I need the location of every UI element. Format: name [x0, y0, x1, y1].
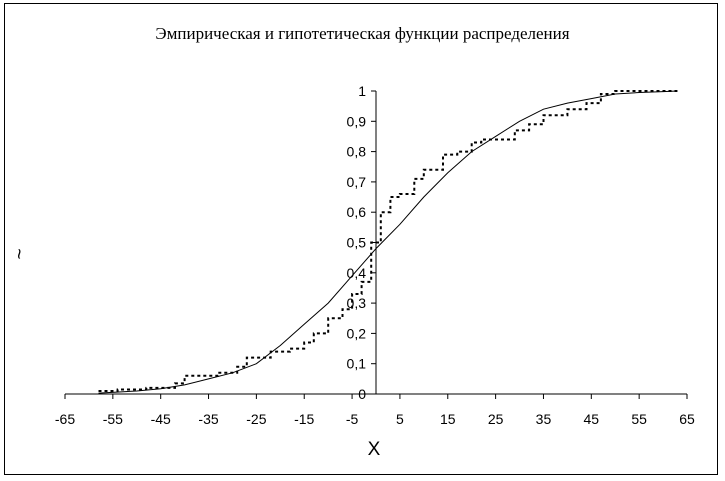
hypothetical-cdf-line [98, 90, 678, 394]
x-tick-label: -5 [346, 411, 359, 427]
y-tick-label: 0,6 [347, 204, 367, 220]
tick-labels: -65 -55 -45 -35 -25 -15 -5 5 15 25 35 45 55 6500,10,2… [55, 83, 695, 427]
y-axis-label: ~ [10, 248, 31, 259]
axes [64, 90, 688, 399]
x-tick-label: -35 [198, 411, 218, 427]
x-tick-label: 5 [396, 411, 404, 427]
x-tick-label: -65 [55, 411, 75, 427]
y-tick-label: 0,2 [347, 325, 367, 341]
x-tick-label: -25 [246, 411, 266, 427]
x-tick-label: 65 [679, 411, 695, 427]
x-tick-label: 35 [536, 411, 552, 427]
x-tick-label: 45 [584, 411, 600, 427]
x-tick-label: 25 [488, 411, 504, 427]
y-tick-label: 1 [358, 83, 366, 99]
empirical-cdf-line [98, 90, 678, 392]
x-tick-label: 55 [631, 411, 647, 427]
y-tick-label: 0,1 [347, 356, 367, 372]
x-tick-label: -45 [151, 411, 171, 427]
x-tick-label: -55 [103, 411, 123, 427]
x-tick-label: 15 [440, 411, 456, 427]
chart-title: Эмпирическая и гипотетическая функции ра… [155, 24, 570, 43]
chart-frame [4, 3, 718, 475]
y-tick-label: 0 [358, 386, 366, 402]
y-tick-label: 0,4 [347, 265, 367, 281]
y-tick-label: 0,7 [347, 174, 367, 190]
x-axis-label: X [368, 439, 381, 460]
y-tick-label: 0,5 [347, 235, 367, 251]
x-tick-label: -15 [294, 411, 314, 427]
y-tick-label: 0,3 [347, 295, 367, 311]
y-tick-label: 0,9 [347, 113, 367, 129]
y-tick-label: 0,8 [347, 144, 367, 160]
series-layer [98, 90, 678, 394]
